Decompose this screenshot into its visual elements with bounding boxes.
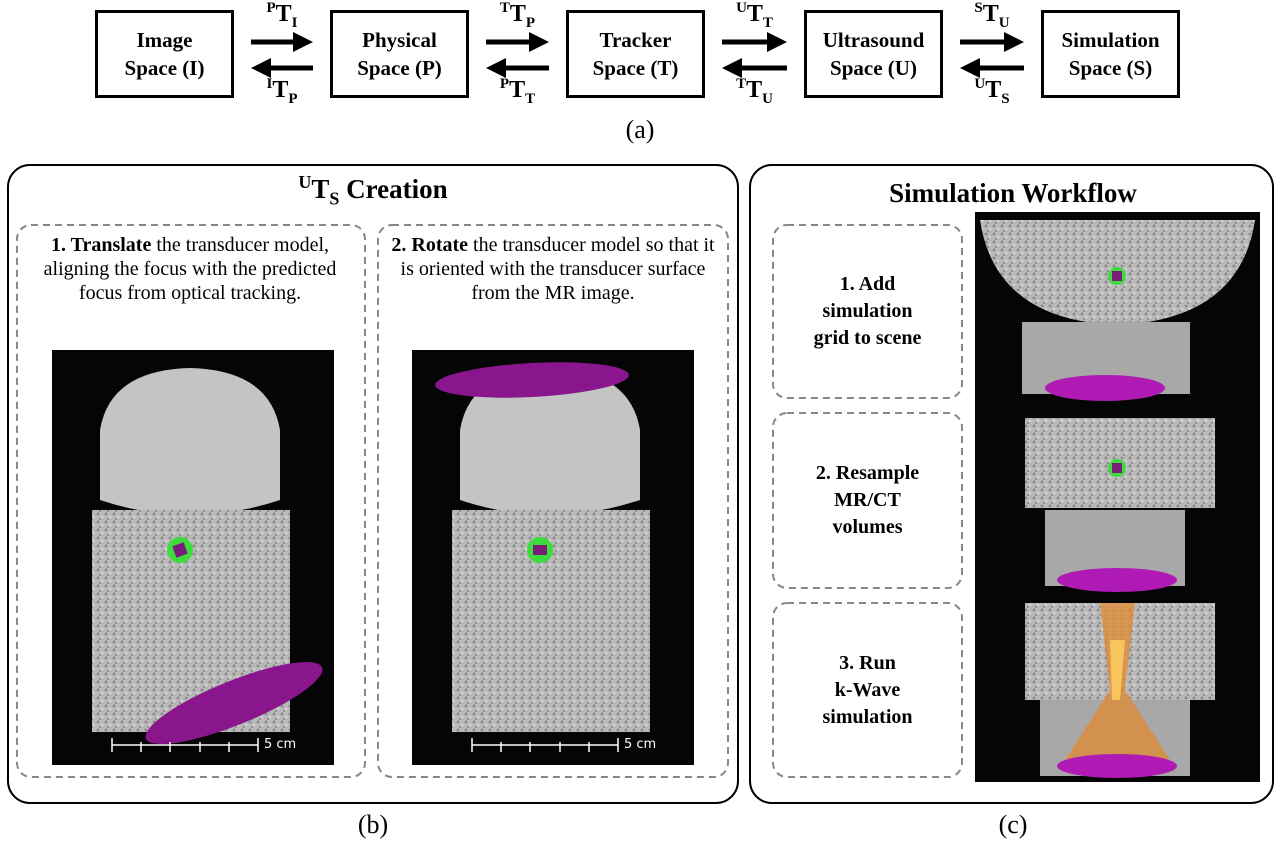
transform-label: ITP: [266, 76, 297, 108]
step-line: 1. Add: [840, 271, 896, 298]
superscript: P: [500, 76, 509, 92]
base: T: [509, 77, 525, 103]
base: T: [985, 77, 1001, 103]
node-label: Image: [137, 26, 193, 54]
subscript: U: [999, 15, 1010, 31]
superscript: T: [500, 0, 510, 16]
base: T: [746, 77, 762, 103]
panel-label: (c): [999, 810, 1028, 840]
subscript: P: [526, 15, 535, 31]
panel-title: UTS Creation: [298, 172, 447, 209]
step-line: volumes: [833, 514, 903, 541]
step-line: 2. Resample: [816, 460, 919, 487]
transform-label: UTT: [736, 0, 773, 32]
superscript: U: [298, 172, 311, 192]
transform-label: STU: [974, 0, 1009, 32]
superscript: P: [266, 0, 275, 16]
subscript: I: [292, 15, 298, 31]
scale-label: 5 cm: [624, 737, 656, 752]
subscript: S: [329, 188, 339, 208]
superscript: U: [736, 0, 747, 16]
base: T: [510, 1, 526, 27]
subscript: T: [525, 91, 535, 107]
title-text: Creation: [339, 174, 447, 204]
simulation-images: [975, 212, 1260, 782]
step-bold: 1. Translate: [51, 234, 151, 256]
node-label: Space (I): [125, 54, 205, 82]
step-line: simulation: [822, 298, 912, 325]
node-label: Tracker: [600, 26, 672, 54]
mr-image: [412, 350, 694, 765]
subscript: T: [763, 15, 773, 31]
figure: ImageSpace (I)PhysicalSpace (P)TrackerSp…: [0, 0, 1281, 843]
transform-label: TTU: [736, 76, 773, 108]
superscript: T: [736, 76, 746, 92]
node-label: Space (U): [830, 54, 917, 82]
step-line: simulation: [822, 704, 912, 731]
node-label: Simulation: [1061, 26, 1159, 54]
node-label: Physical: [362, 26, 437, 54]
base: T: [983, 1, 999, 27]
node-label: Space (P): [357, 54, 442, 82]
superscript: U: [974, 76, 985, 92]
node-label: Space (T): [593, 54, 679, 82]
base: T: [276, 1, 292, 27]
base: T: [747, 1, 763, 27]
panel-title: Simulation Workflow: [889, 178, 1137, 209]
base: T: [272, 77, 288, 103]
panel-label: (b): [358, 810, 388, 840]
base: T: [311, 174, 329, 204]
step-line: 3. Run: [839, 650, 896, 677]
mr-image: [52, 350, 334, 765]
node-label: Ultrasound: [823, 26, 925, 54]
panel-label: (a): [626, 115, 655, 145]
scale-label: 5 cm: [264, 737, 296, 752]
step-line: k-Wave: [835, 677, 901, 704]
transform-label: UTS: [974, 76, 1009, 108]
transform-label: PTT: [500, 76, 535, 108]
step-text: 2. Rotate the transducer model so that i…: [386, 233, 720, 305]
step-line: MR/CT: [834, 487, 901, 514]
subscript: U: [762, 91, 773, 107]
step-bold: 2. Rotate: [391, 234, 468, 256]
transform-label: PTI: [266, 0, 297, 32]
subscript: P: [288, 91, 297, 107]
step-text: 1. Translate the transducer model, align…: [25, 233, 355, 305]
node-label: Space (S): [1069, 54, 1152, 82]
transform-label: TTP: [500, 0, 535, 32]
subscript: S: [1001, 91, 1009, 107]
step-line: grid to scene: [814, 325, 922, 352]
